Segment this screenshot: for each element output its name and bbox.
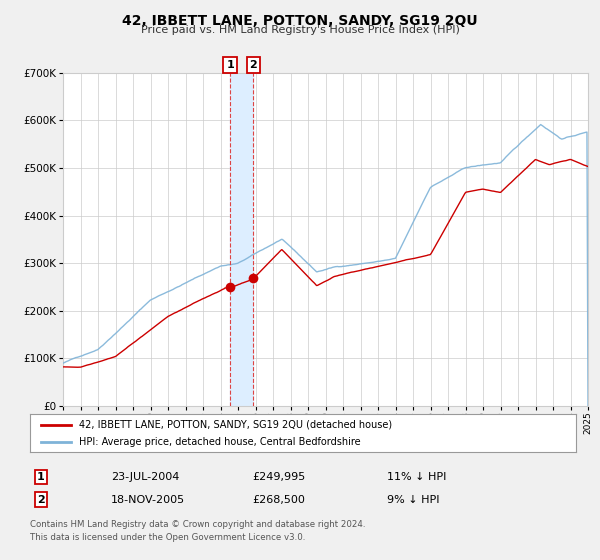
Text: 2: 2 [250,60,257,70]
Text: 2: 2 [37,494,44,505]
Text: 1: 1 [226,60,234,70]
Text: £249,995: £249,995 [252,472,305,482]
Text: Price paid vs. HM Land Registry's House Price Index (HPI): Price paid vs. HM Land Registry's House … [140,25,460,35]
Text: 18-NOV-2005: 18-NOV-2005 [111,494,185,505]
Text: £268,500: £268,500 [252,494,305,505]
Text: 42, IBBETT LANE, POTTON, SANDY, SG19 2QU: 42, IBBETT LANE, POTTON, SANDY, SG19 2QU [122,14,478,28]
Text: 11% ↓ HPI: 11% ↓ HPI [387,472,446,482]
Text: 42, IBBETT LANE, POTTON, SANDY, SG19 2QU (detached house): 42, IBBETT LANE, POTTON, SANDY, SG19 2QU… [79,419,392,430]
Bar [230,73,253,406]
Text: 1: 1 [37,472,44,482]
Text: This data is licensed under the Open Government Licence v3.0.: This data is licensed under the Open Gov… [30,533,305,542]
Text: 9% ↓ HPI: 9% ↓ HPI [387,494,439,505]
Text: Contains HM Land Registry data © Crown copyright and database right 2024.: Contains HM Land Registry data © Crown c… [30,520,365,529]
Text: HPI: Average price, detached house, Central Bedfordshire: HPI: Average price, detached house, Cent… [79,437,361,447]
Text: 23-JUL-2004: 23-JUL-2004 [111,472,179,482]
